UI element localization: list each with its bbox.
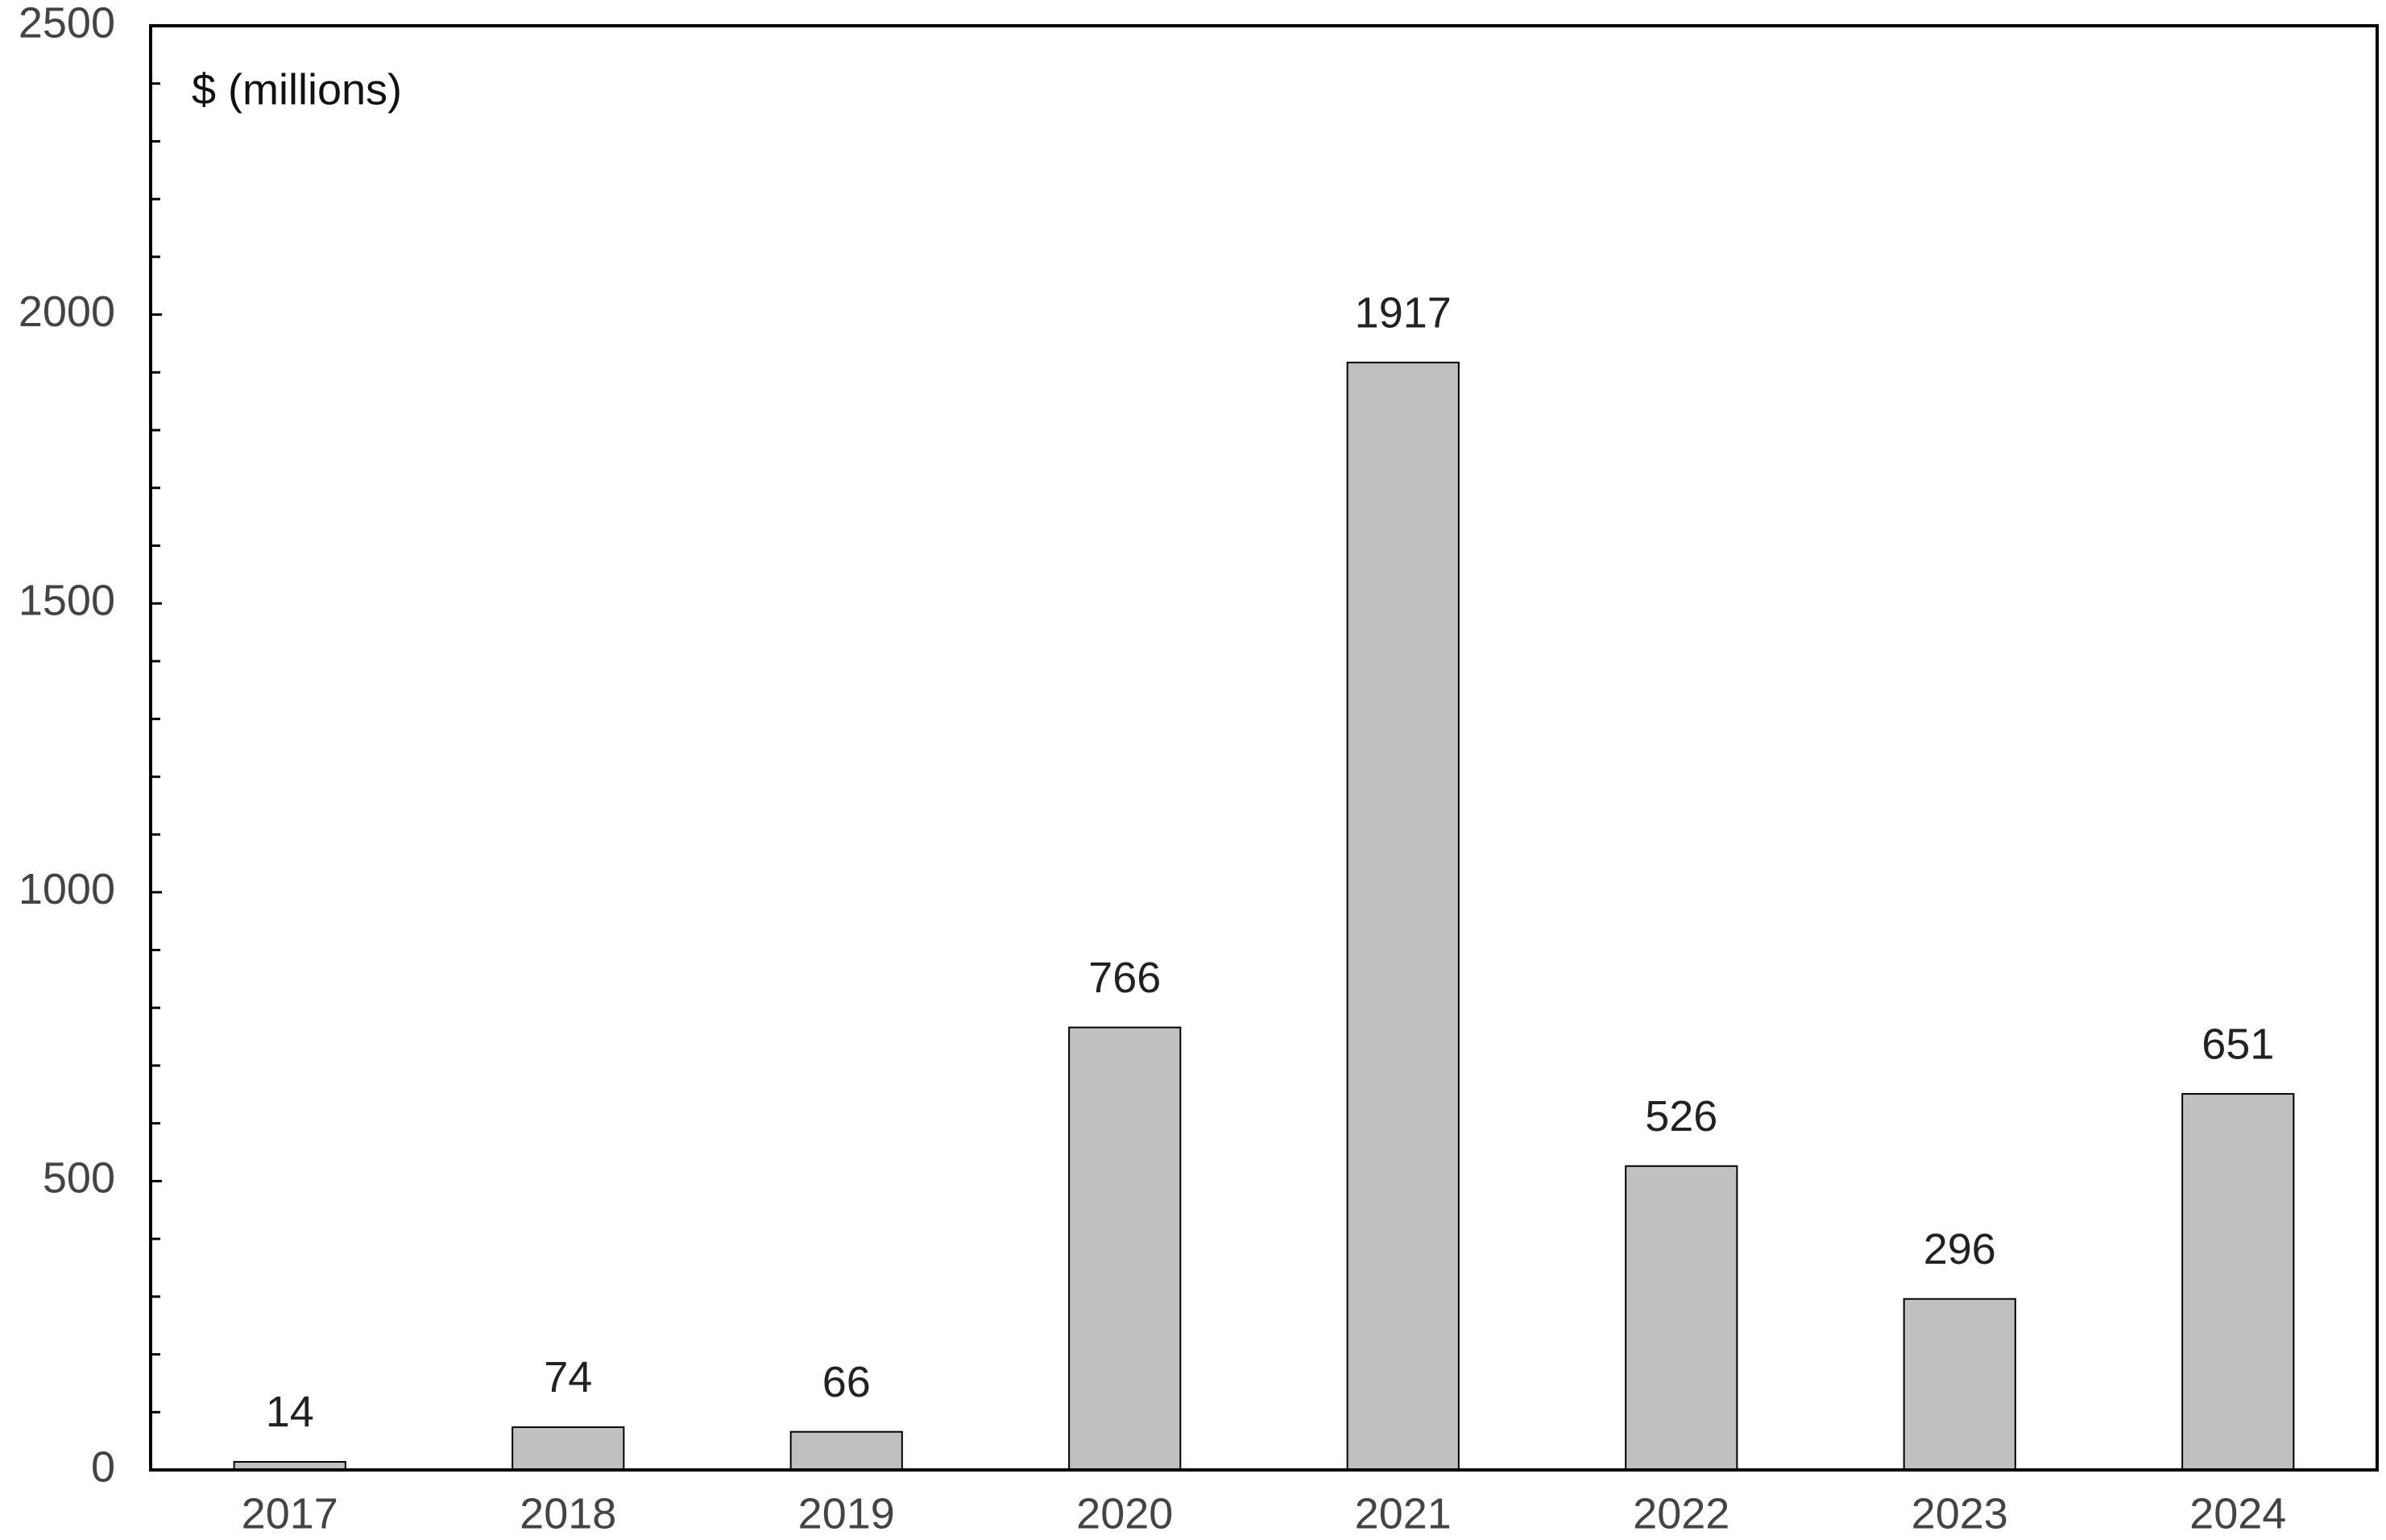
value-label: 651 [2202,1020,2274,1068]
y-axis-label: $ (millions) [192,65,402,114]
value-label: 296 [1924,1225,1996,1273]
bar [512,1426,625,1472]
x-tick-label: 2024 [2189,1489,2286,1538]
value-label: 766 [1088,954,1161,1002]
bar [2181,1093,2295,1471]
value-label: 14 [266,1388,314,1436]
value-label: 526 [1645,1092,1717,1141]
x-tick-label: 2023 [1912,1489,2008,1538]
bar [1346,362,1460,1472]
y-tick-label: 500 [43,1154,115,1203]
value-label: 1917 [1355,288,1452,337]
x-tick-label: 2022 [1633,1489,1729,1538]
bar [1903,1298,2016,1471]
bar [1625,1165,1738,1471]
plot-frame [149,24,2379,1472]
y-tick-label: 1000 [19,865,115,913]
y-tick-label: 2500 [19,0,115,47]
x-tick-label: 2019 [798,1489,895,1538]
value-label: 66 [822,1358,871,1406]
x-tick-label: 2021 [1355,1489,1452,1538]
x-tick-label: 2018 [520,1489,616,1538]
y-tick-label: 2000 [19,288,115,336]
y-tick-label: 0 [91,1443,115,1491]
y-tick-label: 1500 [19,576,115,624]
value-label: 74 [544,1353,592,1401]
x-tick-label: 2017 [242,1489,338,1538]
x-tick-label: 2020 [1076,1489,1173,1538]
bar [789,1430,903,1471]
bar [1068,1026,1182,1471]
